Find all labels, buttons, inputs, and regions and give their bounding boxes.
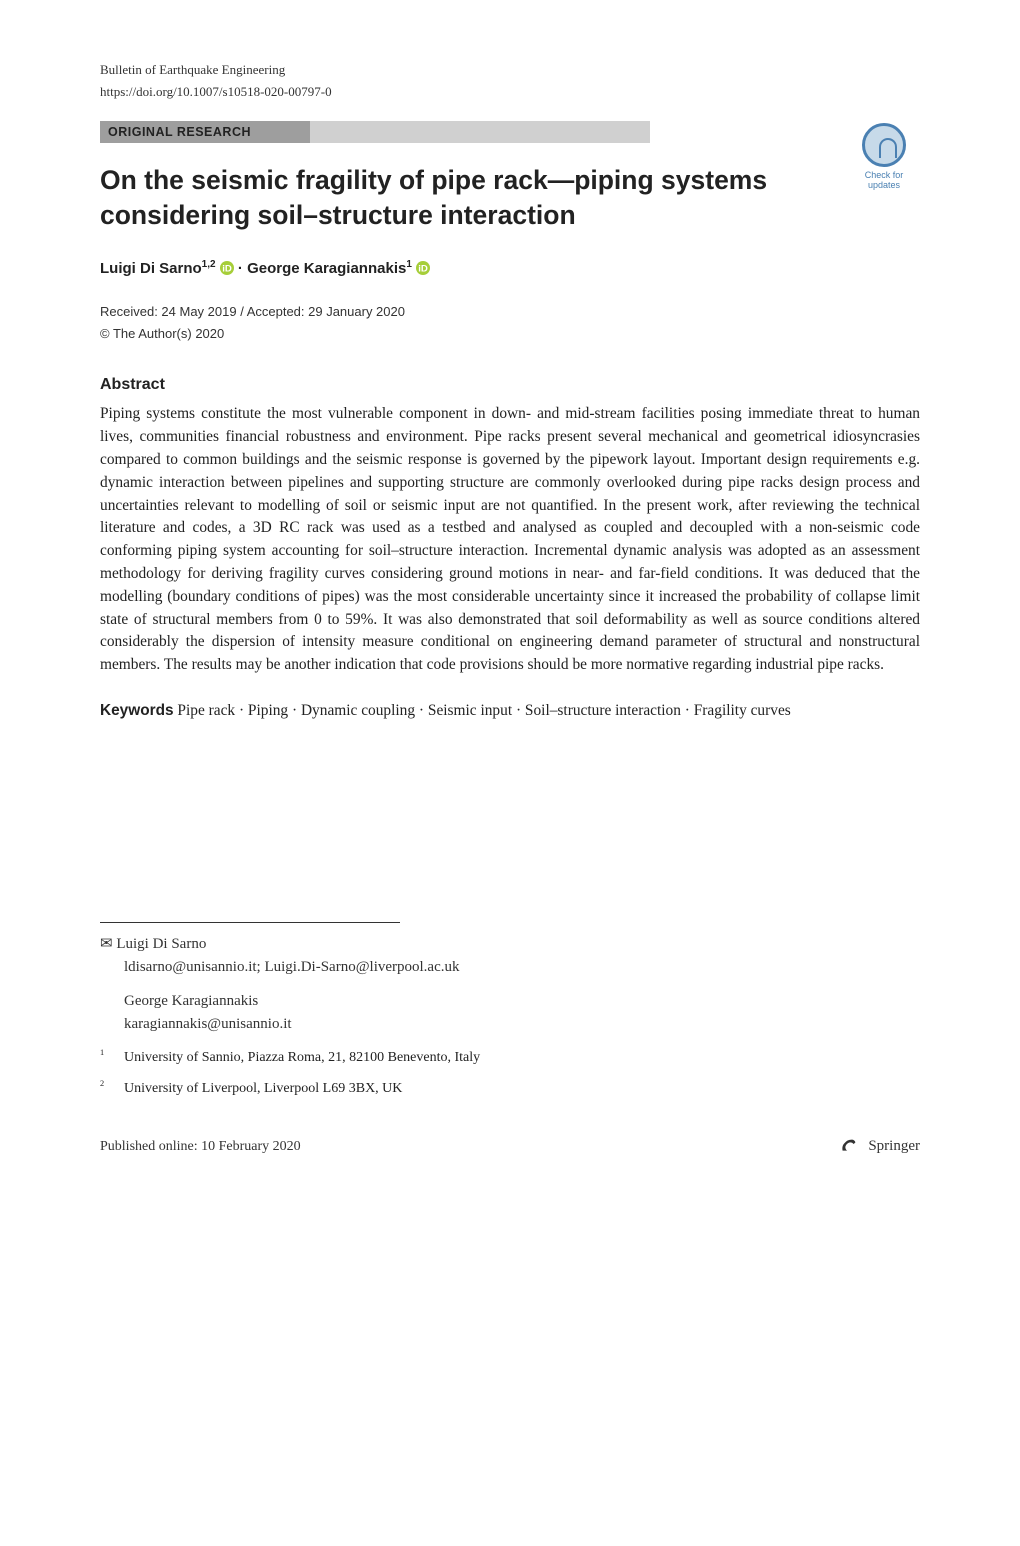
affil-1-text: University of Sannio, Piazza Roma, 21, 8… (124, 1047, 480, 1068)
svg-text:iD: iD (222, 263, 232, 274)
corr-author: ✉ Luigi Di Sarno (100, 933, 920, 956)
doi-link[interactable]: https://doi.org/10.1007/s10518-020-00797… (100, 82, 920, 102)
orcid-icon[interactable]: iD (220, 260, 234, 274)
mail-icon: ✉ (100, 936, 113, 952)
band-light (310, 121, 650, 143)
updates-caption: Check for updates (848, 171, 920, 191)
author-2[interactable]: George Karagiannakis (247, 260, 406, 277)
springer-horse-icon (838, 1135, 860, 1157)
keywords-list: Pipe rack · Piping · Dynamic coupling · … (174, 702, 791, 719)
check-updates-badge[interactable]: Check for updates (848, 123, 920, 191)
keywords: Keywords Pipe rack · Piping · Dynamic co… (100, 699, 920, 722)
article-dates: Received: 24 May 2019 / Accepted: 29 Jan… (100, 302, 920, 322)
article-title: On the seismic fragility of pipe rack—pi… (100, 163, 920, 233)
abstract-heading: Abstract (100, 373, 920, 397)
affil-1-num: 1 (100, 1047, 124, 1068)
orcid-icon[interactable]: iD (416, 260, 430, 274)
authors-line: Luigi Di Sarno1,2 iD · George Karagianna… (100, 257, 920, 281)
springer-logo: Springer (838, 1135, 920, 1158)
section-label: ORIGINAL RESEARCH (108, 123, 251, 142)
corr-email[interactable]: ldisarno@unisannio.it; Luigi.Di-Sarno@li… (100, 956, 920, 979)
keywords-heading: Keywords (100, 702, 174, 719)
journal-name: Bulletin of Earthquake Engineering (100, 60, 920, 80)
svg-text:iD: iD (418, 263, 428, 274)
author-1[interactable]: Luigi Di Sarno (100, 260, 202, 277)
affil-2-num: 2 (100, 1078, 124, 1099)
updates-icon (862, 123, 906, 167)
other-author-email[interactable]: karagiannakis@unisannio.it (100, 1013, 920, 1036)
other-author-name: George Karagiannakis (100, 990, 920, 1013)
affiliations: 1 University of Sannio, Piazza Roma, 21,… (100, 1047, 920, 1099)
published-online: Published online: 10 February 2020 (100, 1136, 301, 1157)
affil-2-text: University of Liverpool, Liverpool L69 3… (124, 1078, 402, 1099)
correspondence-block (100, 922, 400, 933)
section-band: ORIGINAL RESEARCH Check for updates (100, 121, 920, 145)
springer-text: Springer (868, 1135, 920, 1158)
abstract-body: Piping systems constitute the most vulne… (100, 403, 920, 677)
page-footer: Published online: 10 February 2020 Sprin… (100, 1135, 920, 1158)
author-separator: · (238, 260, 247, 277)
copyright: © The Author(s) 2020 (100, 324, 920, 344)
